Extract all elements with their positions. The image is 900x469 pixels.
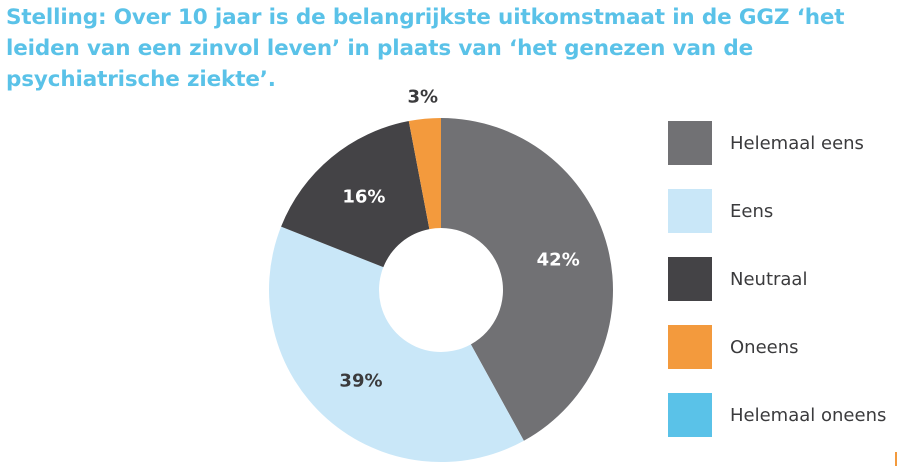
legend-swatch-neutraal (668, 257, 712, 301)
legend-swatch-helemaal-eens (668, 121, 712, 165)
slice-label-neutraal: 16% (342, 186, 385, 207)
legend-label-neutraal: Neutraal (730, 268, 808, 290)
slice-neutraal (281, 121, 430, 268)
slice-oneens (408, 118, 441, 230)
legend-label-helemaal-oneens: Helemaal oneens (730, 404, 887, 426)
slice-label-eens: 39% (339, 370, 382, 391)
legend-item-helemaal-eens: Helemaal eens (668, 121, 886, 165)
legend-item-neutraal: Neutraal (668, 257, 886, 301)
slice-helemaal-eens (441, 118, 614, 441)
corner-accent-mark (895, 452, 897, 466)
legend-swatch-helemaal-oneens (668, 393, 712, 437)
legend-item-helemaal-oneens: Helemaal oneens (668, 393, 886, 437)
slice-label-helemaal-eens: 42% (537, 249, 580, 270)
chart-legend: Helemaal eens Eens Neutraal Oneens Helem… (668, 121, 886, 461)
slice-eens (268, 226, 524, 463)
legend-item-oneens: Oneens (668, 325, 886, 369)
legend-swatch-oneens (668, 325, 712, 369)
legend-swatch-eens (668, 189, 712, 233)
legend-label-eens: Eens (730, 200, 774, 222)
legend-label-oneens: Oneens (730, 336, 799, 358)
chart-title: Stelling: Over 10 jaar is de belangrijks… (6, 5, 845, 92)
legend-label-helemaal-eens: Helemaal eens (730, 132, 864, 154)
slice-label-oneens: 3% (407, 86, 438, 107)
legend-item-eens: Eens (668, 189, 886, 233)
